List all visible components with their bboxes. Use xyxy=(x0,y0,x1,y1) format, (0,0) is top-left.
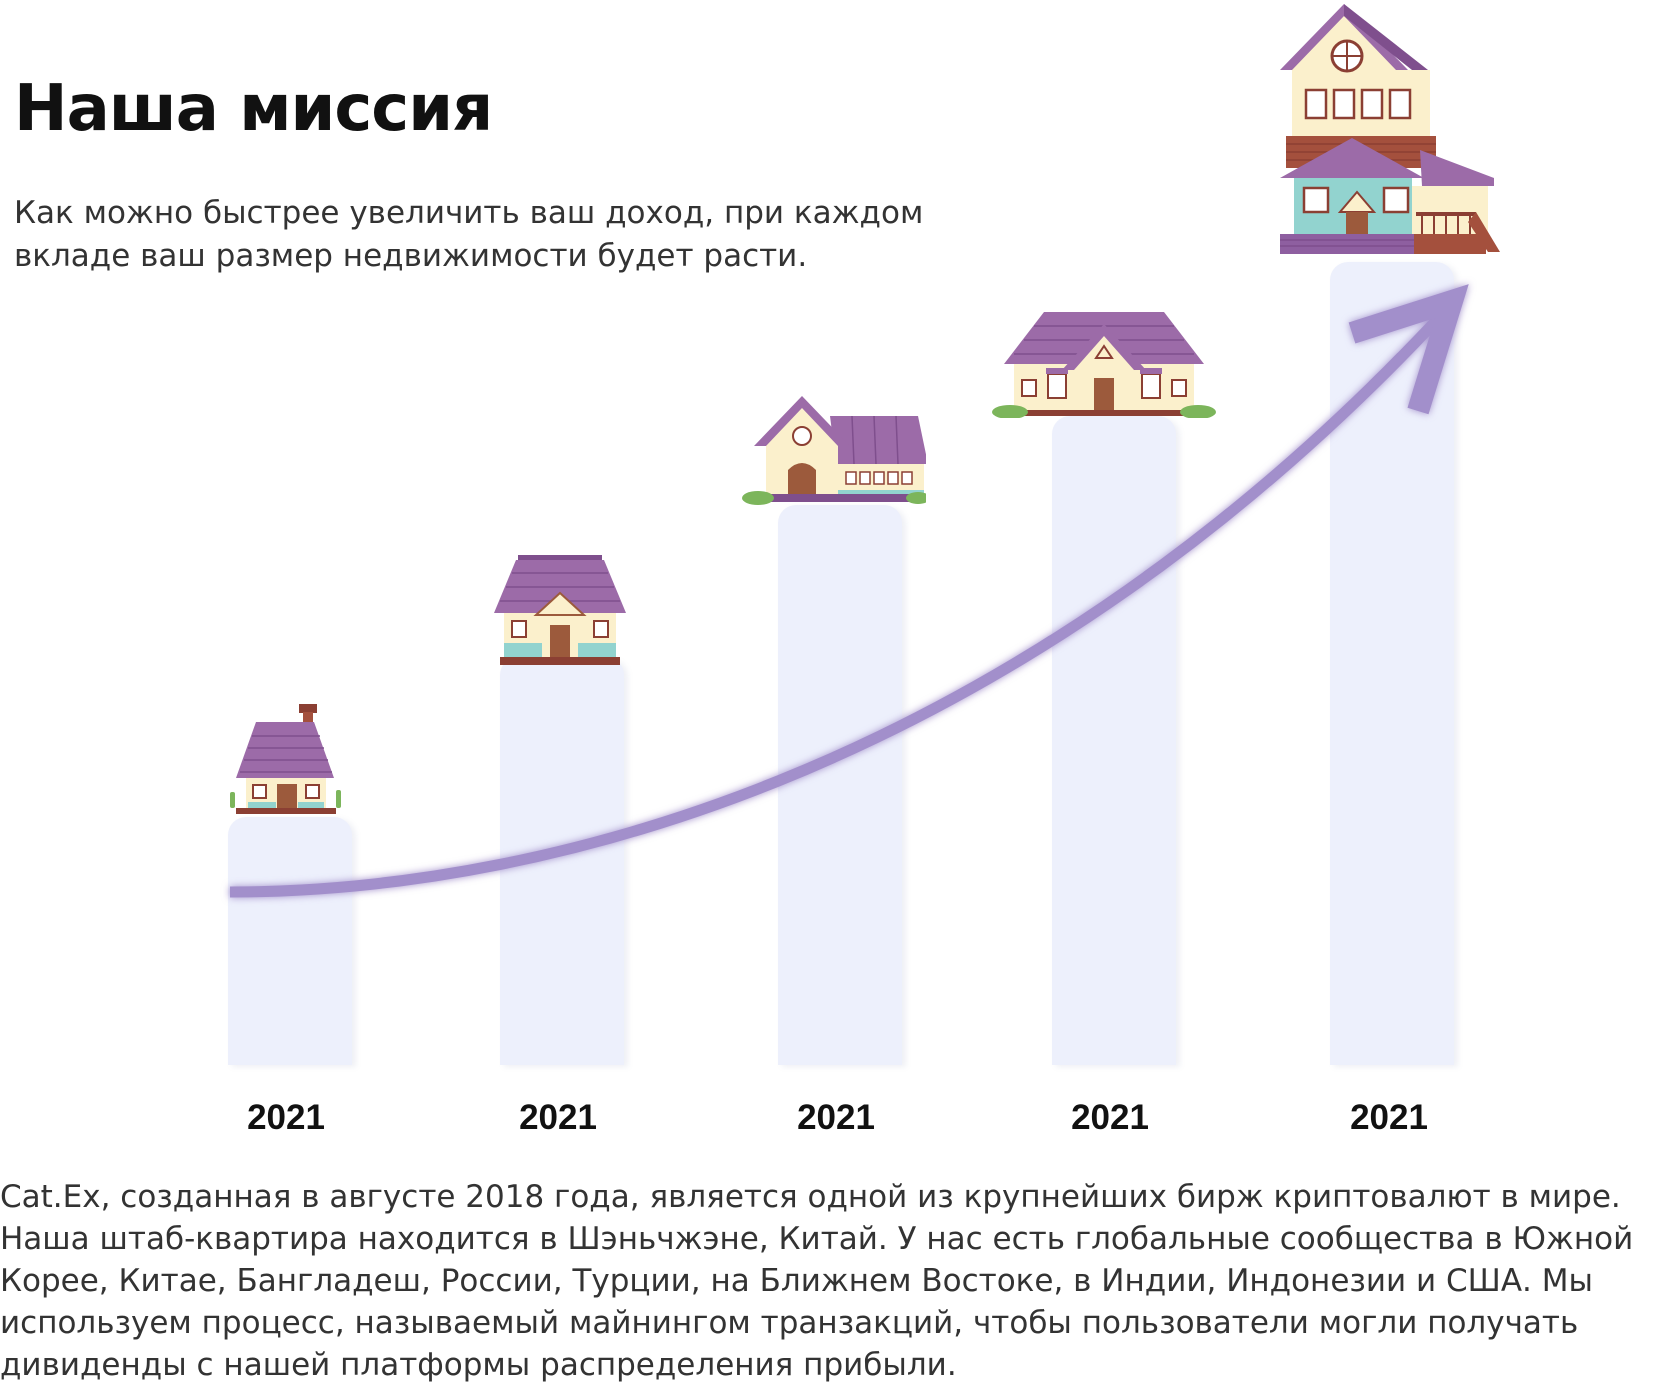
year-label-5: 2021 xyxy=(1350,1098,1428,1137)
company-description: Cat.Ex, созданная в августе 2018 года, я… xyxy=(0,1179,1634,1383)
gable-house-icon xyxy=(740,394,926,506)
small-cottage-icon xyxy=(226,702,346,818)
year-label-3: 2021 xyxy=(797,1098,875,1137)
page-title: Наша миссия xyxy=(14,72,493,146)
two-storey-villa-icon xyxy=(1262,0,1502,272)
pavilion-house-icon xyxy=(492,555,628,667)
growth-bar-4 xyxy=(1052,416,1176,1065)
growth-bar-3 xyxy=(778,505,902,1065)
wide-manor-icon xyxy=(988,310,1220,418)
year-label-1: 2021 xyxy=(247,1098,325,1137)
year-label-4: 2021 xyxy=(1071,1098,1149,1137)
growth-bar-1 xyxy=(228,817,352,1065)
year-label-2: 2021 xyxy=(519,1098,597,1137)
mission-subtitle: Как можно быстрее увеличить ваш доход, п… xyxy=(14,195,924,274)
